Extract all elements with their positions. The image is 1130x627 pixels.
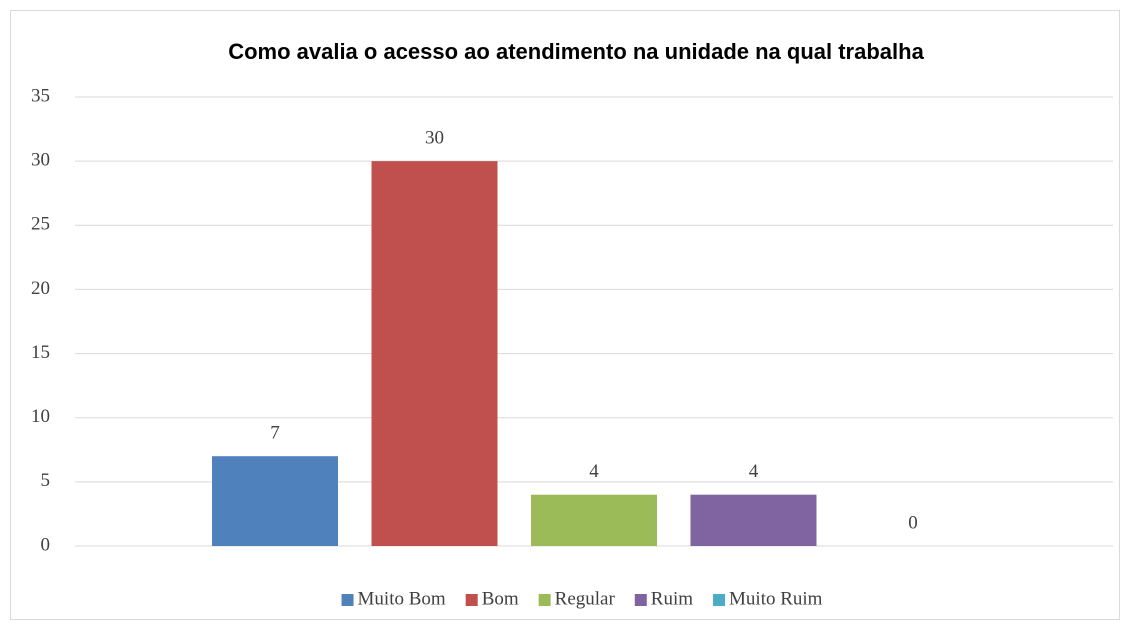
data-label: 7 xyxy=(270,423,280,444)
data-label: 0 xyxy=(908,512,918,533)
y-tick-label: 35 xyxy=(31,85,50,106)
legend-swatch xyxy=(538,594,551,606)
bar xyxy=(371,161,498,546)
data-label: 4 xyxy=(749,461,759,482)
legend-label: Bom xyxy=(482,588,519,609)
y-tick-label: 5 xyxy=(41,470,51,491)
legend-label: Muito Bom xyxy=(358,588,446,609)
legend-swatch xyxy=(341,594,354,606)
y-tick-label: 10 xyxy=(31,406,50,427)
data-label: 4 xyxy=(589,461,599,482)
legend-label: Ruim xyxy=(651,588,693,609)
y-tick-label: 25 xyxy=(31,214,50,235)
legend-swatch xyxy=(465,594,478,606)
legend-label: Regular xyxy=(555,588,616,609)
chart-title: Como avalia o acesso ao atendimento na u… xyxy=(228,39,924,64)
y-tick-label: 0 xyxy=(41,534,51,555)
legend-swatch xyxy=(634,594,647,606)
bar xyxy=(690,494,817,546)
bar xyxy=(212,456,338,546)
legend-label: Muito Ruim xyxy=(729,588,823,609)
legend-swatch xyxy=(713,594,726,606)
y-tick-label: 30 xyxy=(31,150,50,171)
bar xyxy=(531,494,657,546)
y-tick-label: 20 xyxy=(31,278,50,299)
y-tick-label: 15 xyxy=(31,342,50,363)
data-label: 30 xyxy=(425,128,444,149)
